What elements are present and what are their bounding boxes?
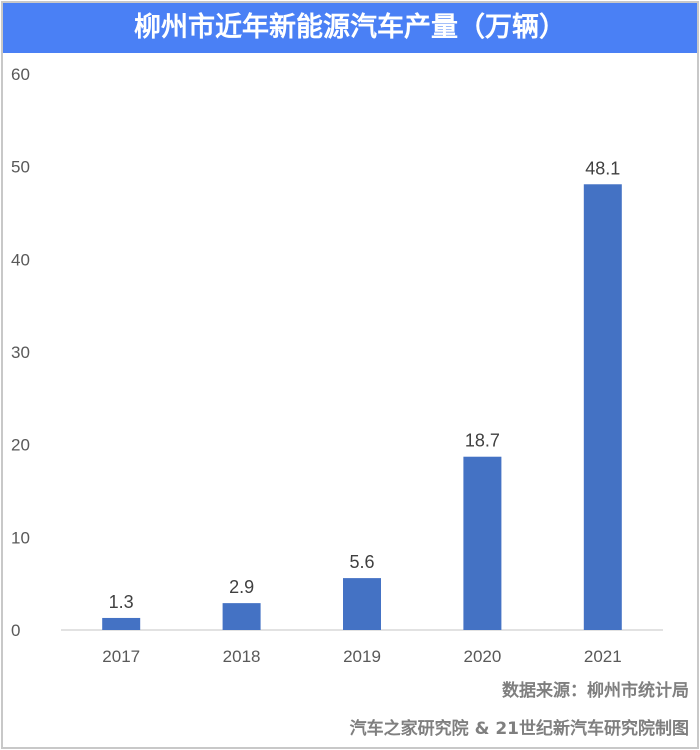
chart-title: 柳州市近年新能源汽车产量（万辆） [3, 3, 697, 53]
data-label: 5.6 [349, 552, 374, 572]
bar-2021 [583, 184, 622, 631]
y-tick-label: 40 [11, 250, 30, 269]
x-tick-label: 2017 [102, 647, 140, 666]
bar-2018 [222, 603, 261, 630]
bar-2020 [463, 456, 502, 630]
y-tick-label: 30 [11, 343, 30, 362]
x-tick-label: 2018 [223, 647, 261, 666]
bar-chart: 0 10 20 30 40 50 60 1.3 2017 2.9 2018 5.6 2019 18.7 20… [11, 65, 663, 666]
x-tick-label: 2021 [584, 647, 622, 666]
y-tick-label: 0 [11, 621, 20, 640]
data-label: 2.9 [229, 577, 254, 597]
bar-2019 [343, 578, 381, 630]
y-tick-label: 20 [11, 436, 30, 455]
credit-line: 汽车之家研究院 & 21世纪新汽车研究院制图 [349, 719, 689, 739]
x-tick-label: 2020 [463, 647, 501, 666]
y-tick-label: 50 [11, 158, 30, 177]
y-tick-label: 60 [11, 65, 30, 84]
x-tick-label: 2019 [343, 647, 381, 666]
data-label: 18.7 [465, 431, 500, 451]
data-label: 1.3 [109, 592, 134, 612]
data-source: 数据来源：柳州市统计局 [502, 681, 689, 701]
bar-2017 [102, 617, 141, 630]
data-label: 48.1 [585, 158, 620, 178]
y-tick-label: 10 [11, 528, 30, 547]
